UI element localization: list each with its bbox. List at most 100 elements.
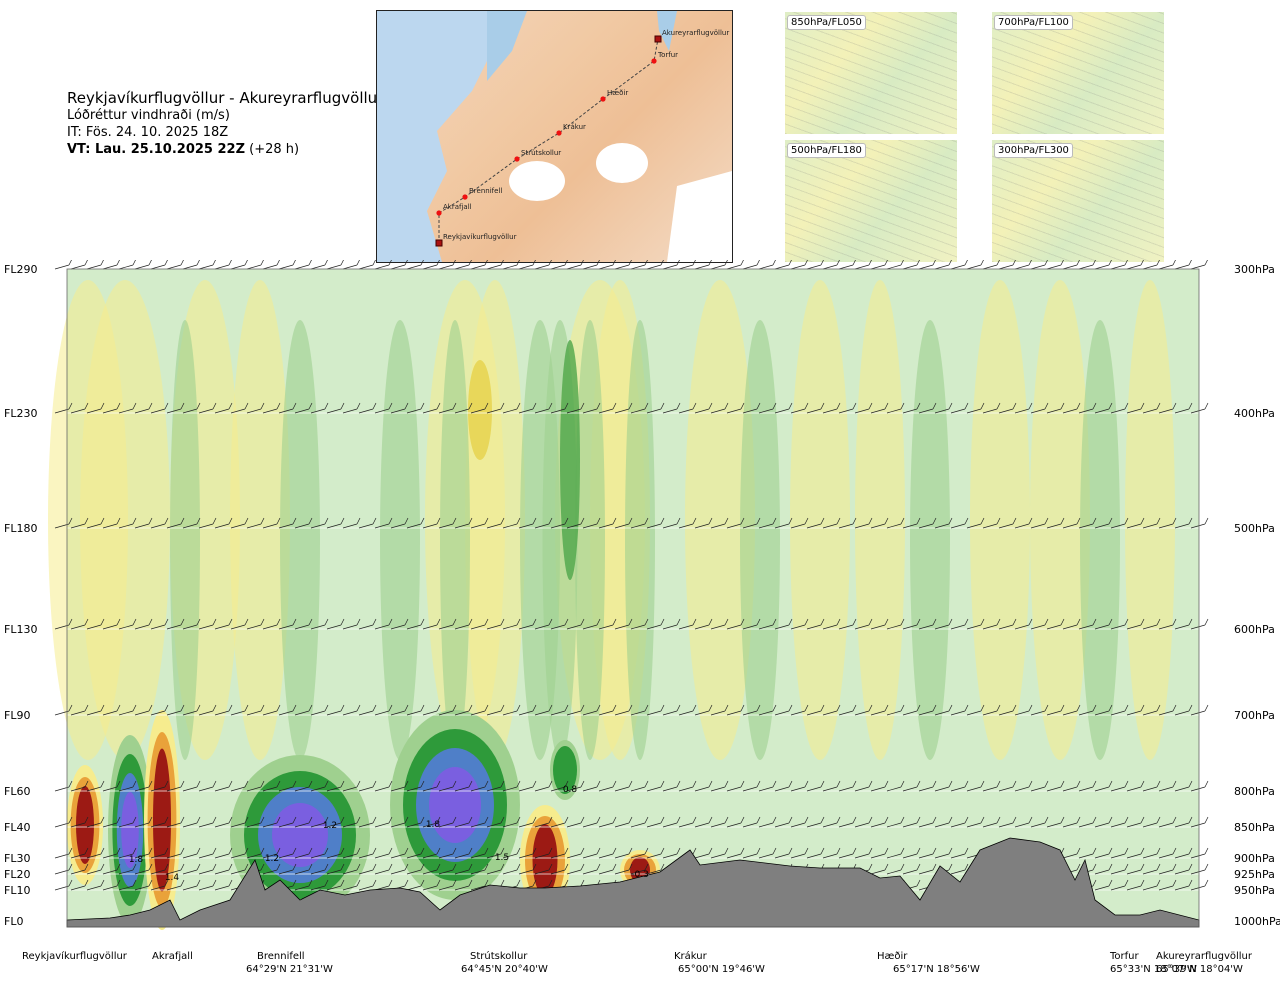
wind-barb [230,816,249,828]
wind-barb [870,704,889,716]
wind-barb [678,402,697,414]
wind-barb [1158,816,1177,828]
wind-barb [694,780,713,792]
wind-barb [934,704,953,716]
wind-barb [662,816,681,828]
wind-barb [1126,847,1145,859]
wind-barb [774,780,793,792]
wind-barb [982,816,1001,828]
wind-barb [1174,618,1193,630]
wind-barb [806,258,825,270]
sea-west [377,11,497,262]
wind-barb [118,847,137,859]
wind-barb [70,847,89,859]
thumbnail-500[interactable]: 500hPa/FL180 [785,140,957,262]
thumbnail-300[interactable]: 300hPa/FL300 [992,140,1164,262]
wind-barb [150,402,169,414]
wind-barb [70,780,89,792]
wind-barb [294,847,313,859]
wind-barb [1142,863,1161,875]
wind-barb [182,258,201,270]
wind-barb [310,258,329,270]
wind-barb [630,517,649,529]
wind-barb [454,258,473,270]
wind-barb [1014,704,1033,716]
vertical-velocity-cell [272,803,328,867]
wind-barb [662,704,681,716]
wind-barb [806,704,825,716]
wind-barb [1062,780,1081,792]
location-name: Krákur [674,950,708,962]
wind-barb [486,780,505,792]
wind-barb [550,618,569,630]
wind-barb [886,258,905,270]
wind-barb [1078,258,1097,270]
level-label-right: 1000hPa [1234,915,1280,928]
wind-barb [1190,402,1209,414]
wind-barb [518,847,537,859]
wind-barb [1190,863,1209,875]
positive-updraft-band [970,280,1030,760]
valid-lead: (+28 h) [245,142,300,157]
wind-barb [1142,847,1161,859]
wind-barb [742,704,761,716]
wind-barb [326,258,345,270]
wind-barb [646,258,665,270]
wind-barb [422,780,441,792]
wind-barb [838,618,857,630]
wind-barb [326,816,345,828]
wind-barb [214,847,233,859]
wind-barb [694,816,713,828]
wind-barb [150,258,169,270]
wind-barb [406,816,425,828]
wind-barb [1094,258,1113,270]
wind-barb [742,402,761,414]
wind-barb [342,402,361,414]
thumbnail-label: 300hPa/FL300 [994,143,1073,158]
wind-barb [598,863,617,875]
map-points: Akureyrarflugvöllur Torfur Hæðir Krákur Strú… [435,29,729,247]
wind-barb [694,704,713,716]
wind-barb [902,402,921,414]
wind-barb [390,780,409,792]
map-point-label: Reykjavíkurflugvöllur [443,233,517,241]
wind-barb [406,847,425,859]
wind-barb [774,402,793,414]
wind-barb [646,780,665,792]
wind-barb [758,780,777,792]
wind-barb [230,780,249,792]
downdraft-band [625,320,655,760]
wind-barb [902,863,921,875]
wind-barb [422,618,441,630]
wind-barb [950,847,969,859]
map-point-label: Torfur [657,51,678,59]
wind-barb [870,780,889,792]
wind-barb [902,816,921,828]
wind-barb [358,879,377,891]
glacier-vatnajokull [667,171,732,262]
wind-barb [406,879,425,891]
wind-barb [390,704,409,716]
route-map-svg: Akureyrarflugvöllur Torfur Hæðir Krákur Strú… [377,11,732,262]
downdraft-core [560,340,580,580]
wind-barb [230,863,249,875]
wind-barb [262,816,281,828]
wind-barb [86,402,105,414]
thumbnail-850[interactable]: 850hPa/FL050 [785,12,957,134]
wind-barb [550,847,569,859]
wind-barb [886,863,905,875]
wind-barb [294,863,313,875]
wind-barb [166,704,185,716]
wind-barb [870,863,889,875]
wind-barb [534,517,553,529]
wind-barb [1110,816,1129,828]
wind-barb [390,863,409,875]
wind-barb [390,402,409,414]
wind-barb [630,704,649,716]
wind-barb [150,816,169,828]
data-value-label: 1.2 [265,854,279,864]
wind-barb [294,258,313,270]
wind-barb [438,402,457,414]
wind-barb [742,517,761,529]
thumbnail-700[interactable]: 700hPa/FL100 [992,12,1164,134]
